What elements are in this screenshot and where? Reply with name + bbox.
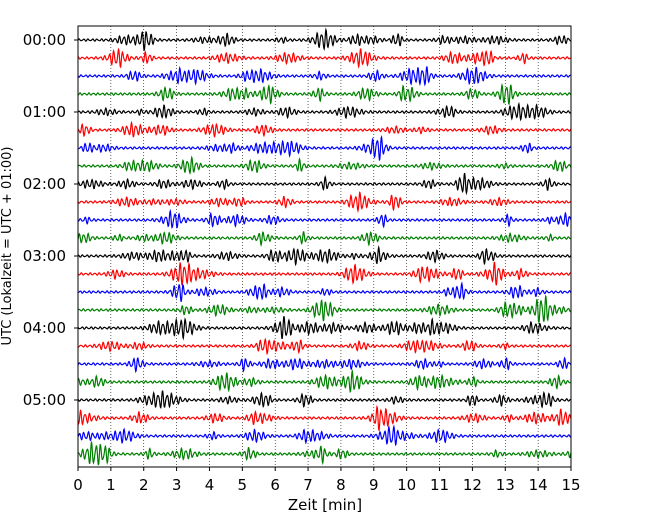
y-tick-label: 04:00 [23,319,66,337]
x-tick-label: 12 [463,476,482,494]
trace-line [77,101,572,122]
x-tick-label: 1 [106,476,116,494]
x-tick-label: 9 [369,476,379,494]
trace-line [77,231,572,247]
trace-line [77,294,572,323]
trace-line [77,155,572,175]
x-tick-label: 2 [139,476,149,494]
x-tick-label: 8 [336,476,346,494]
trace-line [77,440,572,466]
trace-line [77,245,572,267]
trace-line [77,191,572,214]
x-axis-label: Zeit [min] [288,496,362,514]
y-tick-label: 03:00 [23,247,66,265]
y-axis-ticks: 00:00 01:00 02:00 03:00 04:00 05:00 [23,31,78,409]
x-tick-label: 7 [303,476,313,494]
y-tick-label: 02:00 [23,175,66,193]
trace-line [77,172,572,196]
trace-line [77,120,572,138]
trace-line [77,390,572,409]
trace-line [77,47,572,69]
plot-frame [77,25,572,468]
x-tick-label: 11 [430,476,449,494]
x-tick-label: 5 [238,476,248,494]
x-tick-label: 3 [172,476,182,494]
trace-line [77,65,572,87]
trace-line [77,134,572,162]
x-tick-label: 15 [561,476,580,494]
trace-line [77,369,572,394]
trace-line [77,27,572,52]
trace-line [77,424,572,447]
trace-line [77,82,572,106]
trace-line [77,261,572,287]
trace-line [77,208,572,229]
x-tick-label: 10 [397,476,416,494]
plot-background [78,26,571,467]
y-tick-label: 01:00 [23,103,66,121]
y-tick-label: 05:00 [23,391,66,409]
x-tick-label: 6 [270,476,280,494]
seismic-traces [77,27,572,466]
x-axis-ticks: 0 1 2 3 4 5 6 7 8 9 10 11 12 13 14 15 [73,467,581,494]
x-tick-label: 4 [205,476,215,494]
y-tick-label: 00:00 [23,31,66,49]
y-axis-label: UTC (Lokalzeit = UTC + 01:00) [0,147,15,346]
trace-line [77,356,572,374]
trace-line [77,404,572,432]
trace-line [77,281,572,302]
trace-line [77,337,572,356]
x-tick-label: 0 [73,476,83,494]
x-tick-label: 13 [496,476,515,494]
trace-line [77,316,572,341]
x-tick-label: 14 [529,476,548,494]
